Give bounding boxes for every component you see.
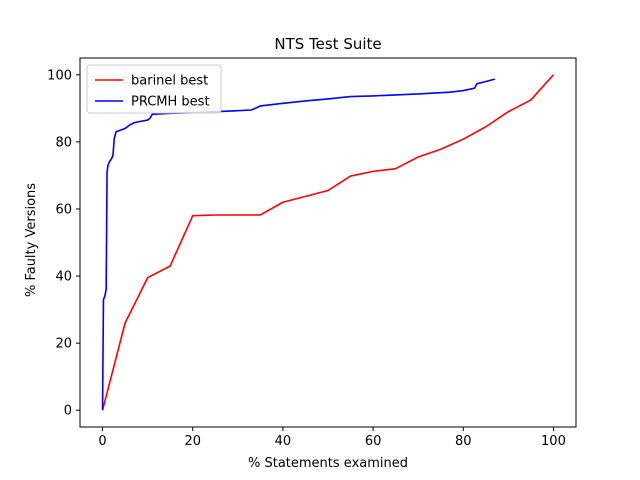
- y-tick-label: 0: [64, 404, 72, 419]
- x-tick-label: 40: [275, 434, 292, 449]
- series-line-1: [101, 74, 555, 411]
- y-tick-label: 80: [55, 135, 72, 150]
- axis-ticks: 0 20 40 60 80 100 0 20 40 60 80 100: [47, 68, 566, 449]
- legend-label: PRCMH best: [131, 95, 210, 110]
- axes-frame: [79, 57, 577, 428]
- chart-title: NTS Test Suite: [274, 35, 381, 53]
- legend-label: barinel best: [131, 74, 208, 89]
- y-tick-label: 60: [55, 202, 72, 217]
- x-tick-label: 80: [455, 434, 472, 449]
- y-tick-label: 20: [55, 337, 72, 352]
- x-tick-label: 0: [98, 434, 106, 449]
- x-tick-label: 100: [541, 434, 566, 449]
- x-tick-label: 60: [365, 434, 382, 449]
- plot-area: [79, 57, 577, 428]
- legend: barinel best PRCMH best: [86, 64, 222, 114]
- series-line-2: [101, 78, 496, 411]
- y-axis-label: % Faulty Versions: [24, 183, 39, 297]
- y-tick-label: 40: [55, 270, 72, 285]
- x-axis-label: % Statements examined: [248, 456, 408, 471]
- y-tick-label: 100: [47, 68, 72, 83]
- x-tick-label: 20: [184, 434, 201, 449]
